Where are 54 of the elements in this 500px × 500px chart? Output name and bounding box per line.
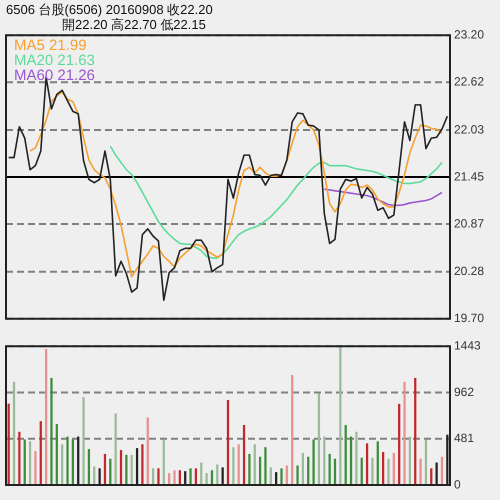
bar — [200, 462, 202, 485]
bar — [238, 444, 240, 485]
text: MA60 21.26 — [14, 66, 95, 84]
bar — [408, 436, 412, 485]
bar — [8, 404, 10, 485]
bar — [162, 439, 165, 485]
y-tick-label: 22.03 — [454, 122, 484, 136]
bar — [93, 466, 96, 485]
bar — [232, 447, 234, 485]
bar — [430, 468, 432, 485]
y-tick-label: 19.70 — [454, 311, 484, 326]
bar — [114, 413, 117, 485]
bar — [286, 465, 288, 485]
y-tick-label: 481 — [454, 431, 474, 446]
bar — [328, 454, 331, 485]
bar — [109, 458, 112, 485]
y-tick-label: 962 — [454, 384, 474, 399]
bar — [392, 452, 395, 485]
y-tick-label: 20.87 — [454, 216, 484, 230]
bar — [291, 375, 294, 485]
bar — [360, 458, 363, 485]
bar — [24, 439, 26, 485]
bar — [216, 464, 218, 485]
y-tick-label: 21.45 — [454, 169, 484, 184]
y-tick-label: 1443 — [454, 338, 482, 353]
bar — [61, 444, 64, 485]
bar — [40, 421, 42, 485]
bar — [398, 404, 400, 485]
bar — [376, 441, 379, 485]
chart-title: 6506 台股(6506) 20160908 收22.20 — [6, 2, 213, 17]
bar — [344, 425, 347, 485]
bar — [72, 439, 74, 485]
bar — [18, 432, 21, 485]
bar — [56, 424, 58, 485]
bar — [146, 417, 149, 485]
y-tick-label: 20.28 — [454, 264, 484, 278]
bar — [178, 470, 181, 485]
chart-subtitle: 開22.20 高22.70 低22.15 — [61, 17, 207, 32]
bar — [382, 452, 384, 485]
bar — [125, 454, 128, 485]
bar — [323, 436, 326, 485]
text: MA20 21.63 — [14, 52, 95, 69]
bar — [414, 378, 416, 485]
bar — [339, 346, 342, 485]
bar — [307, 456, 310, 485]
text: MA5 21.99 — [14, 36, 87, 54]
y-tick-label: 23.20 — [454, 28, 484, 42]
bar — [130, 454, 133, 485]
bar — [270, 467, 272, 485]
bar — [168, 473, 170, 485]
bar — [44, 349, 48, 485]
y-tick-label: 0 — [454, 477, 461, 492]
y-tick-label: 22.62 — [454, 74, 484, 89]
bar — [254, 444, 256, 485]
